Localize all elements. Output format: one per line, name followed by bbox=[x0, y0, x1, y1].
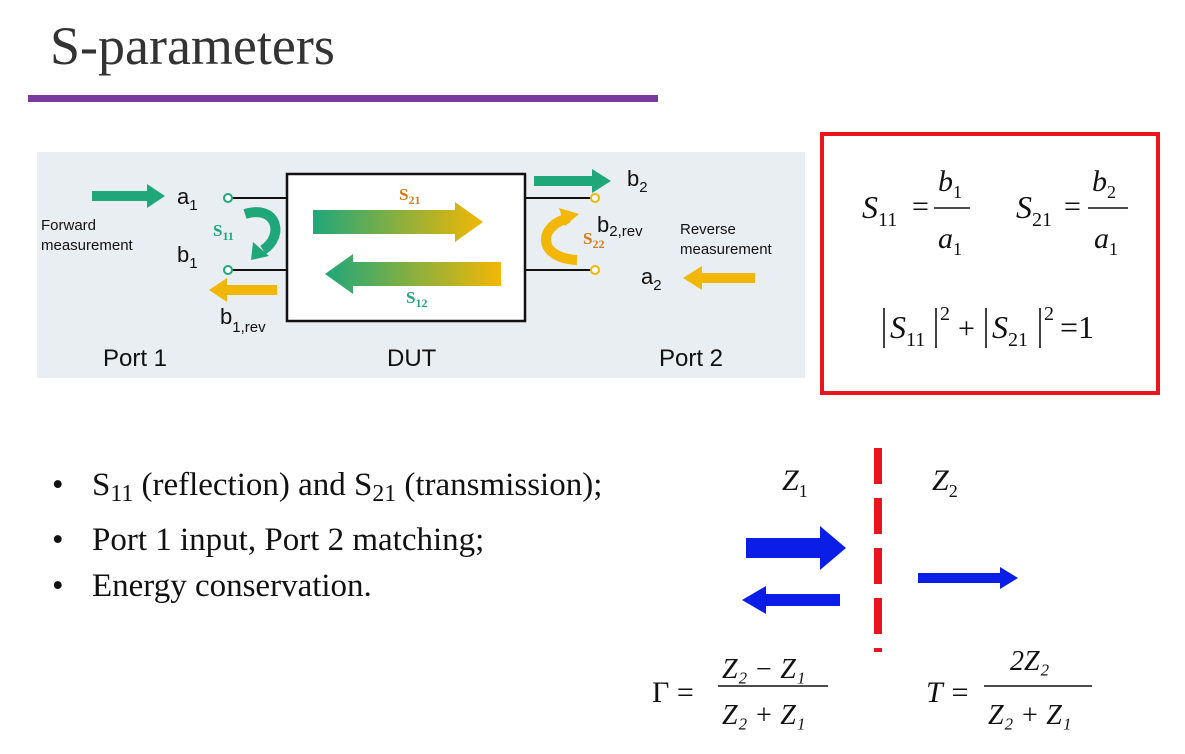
gamma-denominator: Z₂ + Z₁ bbox=[722, 700, 806, 731]
bullet-list: S11 (reflection) and S21 (transmission);… bbox=[52, 462, 602, 609]
formula-svg: S11 = b1 a1 S21 = b2 a1 S11 2 + S21 2 =1 bbox=[862, 165, 1128, 351]
svg-text:+: + bbox=[958, 312, 975, 345]
label-a2: a2 bbox=[641, 264, 662, 294]
energy-s21: S21 bbox=[992, 309, 1028, 351]
port2-bottom-terminal bbox=[590, 265, 600, 275]
a2-arrow bbox=[683, 266, 755, 290]
reverse-label-1: Reverse bbox=[680, 221, 736, 238]
label-b1rev: b1,rev bbox=[220, 304, 266, 336]
port2-label: Port 2 bbox=[659, 345, 723, 372]
t-lhs: T = bbox=[926, 676, 970, 709]
interface-diagram: Z1 Z2 Γ = Z₂ − Z₁ Z₂ + Z₁ T = 2Z₂ Z₂ + Z… bbox=[652, 448, 1092, 731]
energy-rhs: =1 bbox=[1060, 309, 1094, 345]
forward-label-1: Forward bbox=[41, 217, 96, 234]
bullet-item: Energy conservation. bbox=[52, 563, 602, 609]
incident-wave-arrow bbox=[746, 526, 846, 570]
gamma-lhs: Γ = bbox=[652, 676, 694, 709]
z1-label: Z1 bbox=[782, 464, 808, 501]
label-b2: b2 bbox=[627, 166, 648, 196]
label-s21: S21 bbox=[399, 185, 420, 207]
s11-denominator: a1 bbox=[938, 222, 962, 259]
s22-curve-arrow bbox=[540, 213, 578, 265]
two-port-diagram: a1 b1 b1,rev b2 b2,rev a2 Forward measur… bbox=[37, 152, 805, 378]
two-port-diagram-svg: a1 b1 b1,rev b2 b2,rev a2 Forward measur… bbox=[41, 166, 773, 372]
s12-arrow bbox=[325, 254, 501, 294]
slide-title: S-parameters bbox=[50, 16, 335, 76]
port2-top-terminal bbox=[590, 193, 600, 203]
z2-label: Z2 bbox=[932, 464, 958, 501]
title-underline bbox=[28, 95, 658, 102]
s21-denominator: a1 bbox=[1094, 222, 1118, 259]
s21-arrow bbox=[313, 202, 483, 242]
t-numerator: 2Z₂ bbox=[1010, 646, 1050, 677]
t-denominator: Z₂ + Z₁ bbox=[988, 700, 1072, 731]
dut-box bbox=[285, 172, 527, 323]
s21-lhs: S21 bbox=[1016, 189, 1052, 231]
reverse-label-2: measurement bbox=[680, 241, 773, 258]
label-s12: S12 bbox=[406, 288, 427, 310]
b1rev-arrow bbox=[209, 278, 277, 302]
label-b2rev: b2,rev bbox=[597, 212, 643, 240]
s11-numerator: b1 bbox=[938, 165, 962, 202]
energy-s11: S11 bbox=[890, 309, 925, 351]
svg-text:=: = bbox=[912, 190, 929, 223]
transmitted-wave-arrow bbox=[918, 567, 1018, 589]
port1-bottom-terminal bbox=[223, 265, 233, 275]
formula-box: S11 = b1 a1 S21 = b2 a1 S11 2 + S21 2 =1 bbox=[820, 132, 1160, 395]
label-a1: a1 bbox=[177, 184, 198, 214]
label-b1: b1 bbox=[177, 242, 198, 272]
bullet-item: Port 1 input, Port 2 matching; bbox=[52, 517, 602, 563]
port1-label: Port 1 bbox=[103, 345, 167, 372]
label-s22: S22 bbox=[583, 229, 604, 251]
energy-exp-2: 2 bbox=[1044, 303, 1054, 325]
label-s11: S11 bbox=[213, 221, 234, 243]
dut-label: DUT bbox=[387, 345, 437, 372]
s11-lhs: S11 bbox=[862, 189, 897, 231]
bullet-item: S11 (reflection) and S21 (transmission); bbox=[52, 462, 602, 517]
gamma-numerator: Z₂ − Z₁ bbox=[722, 654, 806, 685]
b2-arrow bbox=[534, 169, 611, 193]
a1-arrow bbox=[92, 184, 165, 208]
s21-numerator: b2 bbox=[1092, 165, 1116, 202]
s11-curve-arrow bbox=[243, 207, 281, 255]
svg-text:=: = bbox=[1064, 190, 1081, 223]
reflected-wave-arrow bbox=[742, 586, 840, 614]
port1-top-terminal bbox=[223, 193, 233, 203]
forward-label-2: measurement bbox=[41, 237, 134, 254]
energy-exp-1: 2 bbox=[940, 303, 950, 325]
